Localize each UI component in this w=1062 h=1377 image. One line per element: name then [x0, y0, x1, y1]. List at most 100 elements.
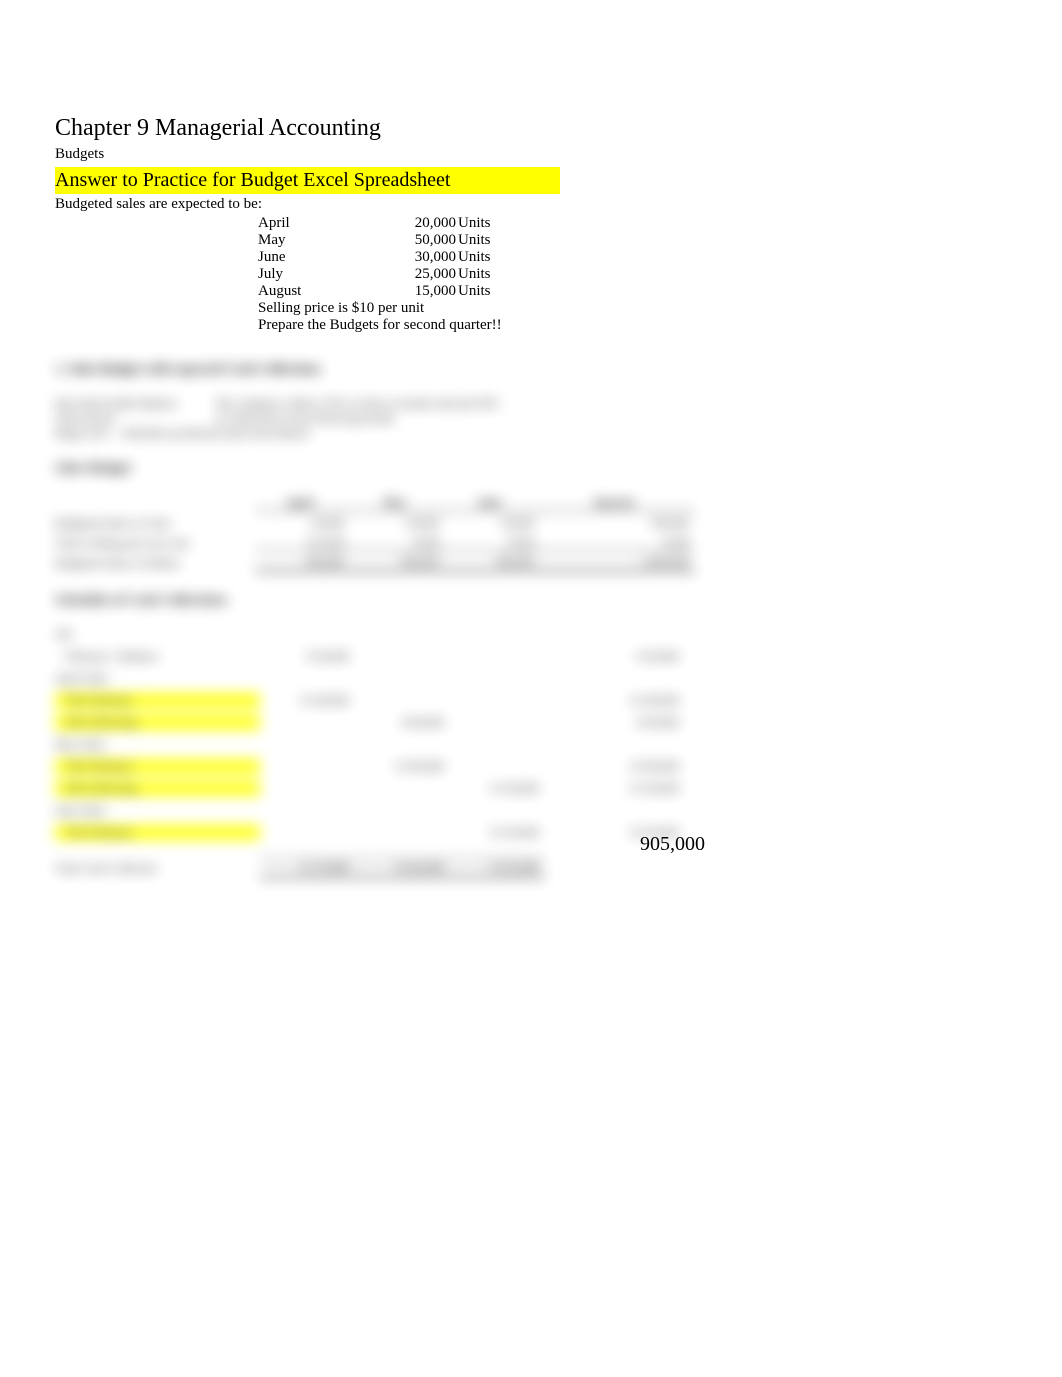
cell: $ 350,000: [545, 759, 685, 774]
blurred-content: 1. Sales Budget with expected Cash Colle…: [55, 362, 1007, 879]
cell: $ 150,000: [545, 781, 685, 796]
cell: $ 150,000: [450, 781, 545, 796]
cell: $ 60,000: [355, 715, 450, 730]
subtitle: Budgets: [55, 146, 1007, 163]
row-label: AR: [55, 627, 260, 642]
value-cell: 50,000: [413, 232, 456, 249]
month-cell: June: [258, 249, 413, 266]
cell: $ 350,000: [355, 759, 450, 774]
selling-price-line: Selling price is $10 per unit: [258, 300, 1007, 317]
cell: 1,000,000: [540, 554, 695, 572]
table-row: August 15,000 Units: [258, 283, 1007, 300]
value-cell: 15,000: [413, 283, 456, 300]
cell: 50,000: [350, 516, 445, 531]
sales-budget-table: April May June Quarter Budgeted Sales in…: [55, 493, 715, 573]
cell: 30,000: [445, 516, 540, 531]
sales-budget-heading: Sales Budget: [55, 461, 1007, 477]
para-right: The company collects 70% of sales in mon…: [215, 396, 499, 411]
row-label: Total Cash Collected: [55, 861, 260, 876]
cell: 300,000: [445, 554, 540, 572]
cell: 100,000: [540, 516, 695, 531]
visible-total-value: 905,000: [640, 833, 705, 856]
cash-collections-table: AR February 1 Balance $ 30,000 $ 30,000 …: [55, 623, 715, 879]
page-title: Chapter 9 Managerial Accounting: [55, 115, 1007, 142]
month-cell: July: [258, 266, 413, 283]
cell: 10.00: [445, 535, 540, 551]
table-row: June 30,000 Units: [258, 249, 1007, 266]
table-row: May 50,000 Units: [258, 232, 1007, 249]
unit-cell: Units: [456, 215, 491, 232]
prepare-line: Prepare the Budgets for second quarter!!: [258, 317, 1007, 334]
table-row: April Sales: [55, 667, 715, 689]
row-label: May Sales: [55, 737, 260, 752]
table-row: Times Selling price per unit $ 10.00 10.…: [55, 533, 715, 553]
row-label: 30% following: [55, 715, 260, 730]
expected-sales-line: Budgeted sales are expected to be:: [55, 196, 1007, 213]
para-line: Begin A/R — $30,000 uncollected sales fr…: [55, 426, 1007, 441]
cell: $ 30,000: [260, 649, 355, 664]
section-heading: 1. Sales Budget with expected Cash Colle…: [55, 362, 1007, 378]
col-header: May: [350, 495, 445, 511]
row-label: Budgeted Sales in Units: [55, 516, 255, 531]
table-row: 30% following $ 150,000 $ 150,000: [55, 777, 715, 799]
cell: 500,000: [350, 554, 445, 572]
month-cell: May: [258, 232, 413, 249]
cell: 200,000: [255, 554, 350, 572]
table-row: AR: [55, 623, 715, 645]
col-header: Quarter: [540, 495, 695, 511]
value-cell: 30,000: [413, 249, 456, 266]
table-row: 70% February $ 350,000 $ 350,000: [55, 755, 715, 777]
cell: 10.00: [350, 535, 445, 551]
cell: $ 140,000: [545, 693, 685, 708]
value-cell: 25,000: [413, 266, 456, 283]
para-right: of collections in the following month.: [215, 411, 396, 426]
paragraph: Days Receivable Balance The company coll…: [55, 396, 1007, 441]
table-row: Budgeted Sales in Units 20,000 50,000 30…: [55, 513, 715, 533]
cell: 20,000: [255, 516, 350, 531]
table-row: February 1 Balance $ 30,000 $ 30,000: [55, 645, 715, 667]
col-header: April: [255, 495, 350, 511]
unit-cell: Units: [456, 232, 491, 249]
cell: $ 60,000: [545, 715, 685, 730]
cell: $ 410,000: [355, 859, 450, 878]
table-header-row: April May June Quarter: [55, 493, 715, 513]
row-label: February 1 Balance: [55, 649, 260, 664]
row-label: Budgeted Sales in Dollars: [55, 556, 255, 571]
para-left: Time Period: [55, 411, 215, 426]
month-cell: August: [258, 283, 413, 300]
cell: $ 140,000: [260, 693, 355, 708]
row-label: 70% February: [55, 693, 260, 708]
para-left: Days Receivable Balance: [55, 396, 215, 411]
cell: $ 10.00: [255, 535, 350, 551]
table-row: 70% February $ 210,000 $ 210,000: [55, 821, 715, 843]
row-label: 70% February: [55, 825, 260, 840]
document-page: Chapter 9 Managerial Accounting Budgets …: [0, 0, 1062, 879]
row-label: 70% February: [55, 759, 260, 774]
cell: $ 325,000: [450, 859, 545, 878]
unit-cell: Units: [456, 249, 491, 266]
table-row: June Sales: [55, 799, 715, 821]
table-row: Budgeted Sales in Dollars 200,000 500,00…: [55, 553, 715, 573]
schedule-heading: Schedule of Cash Collections: [55, 593, 1007, 609]
cell: $ 170,000: [260, 859, 355, 878]
cell: $ 30,000: [545, 649, 685, 664]
table-row: April 20,000 Units: [258, 215, 1007, 232]
row-label: June Sales: [55, 803, 260, 818]
row-label: Times Selling price per unit: [55, 536, 255, 551]
cell: 10.00: [540, 535, 695, 551]
col-header: June: [445, 495, 540, 511]
budgeted-sales-table: April 20,000 Units May 50,000 Units June…: [258, 215, 1007, 300]
value-cell: 20,000: [413, 215, 456, 232]
highlight-banner: Answer to Practice for Budget Excel Spre…: [55, 167, 560, 194]
total-row: Total Cash Collected $ 170,000 $ 410,000…: [55, 857, 715, 879]
unit-cell: Units: [456, 266, 491, 283]
row-label: 30% following: [55, 781, 260, 796]
row-label: April Sales: [55, 671, 260, 686]
table-row: July 25,000 Units: [258, 266, 1007, 283]
table-row: May Sales: [55, 733, 715, 755]
unit-cell: Units: [456, 283, 491, 300]
table-row: 70% February $ 140,000 $ 140,000: [55, 689, 715, 711]
table-row: 30% following $ 60,000 $ 60,000: [55, 711, 715, 733]
month-cell: April: [258, 215, 413, 232]
cell: $ 210,000: [450, 825, 545, 840]
